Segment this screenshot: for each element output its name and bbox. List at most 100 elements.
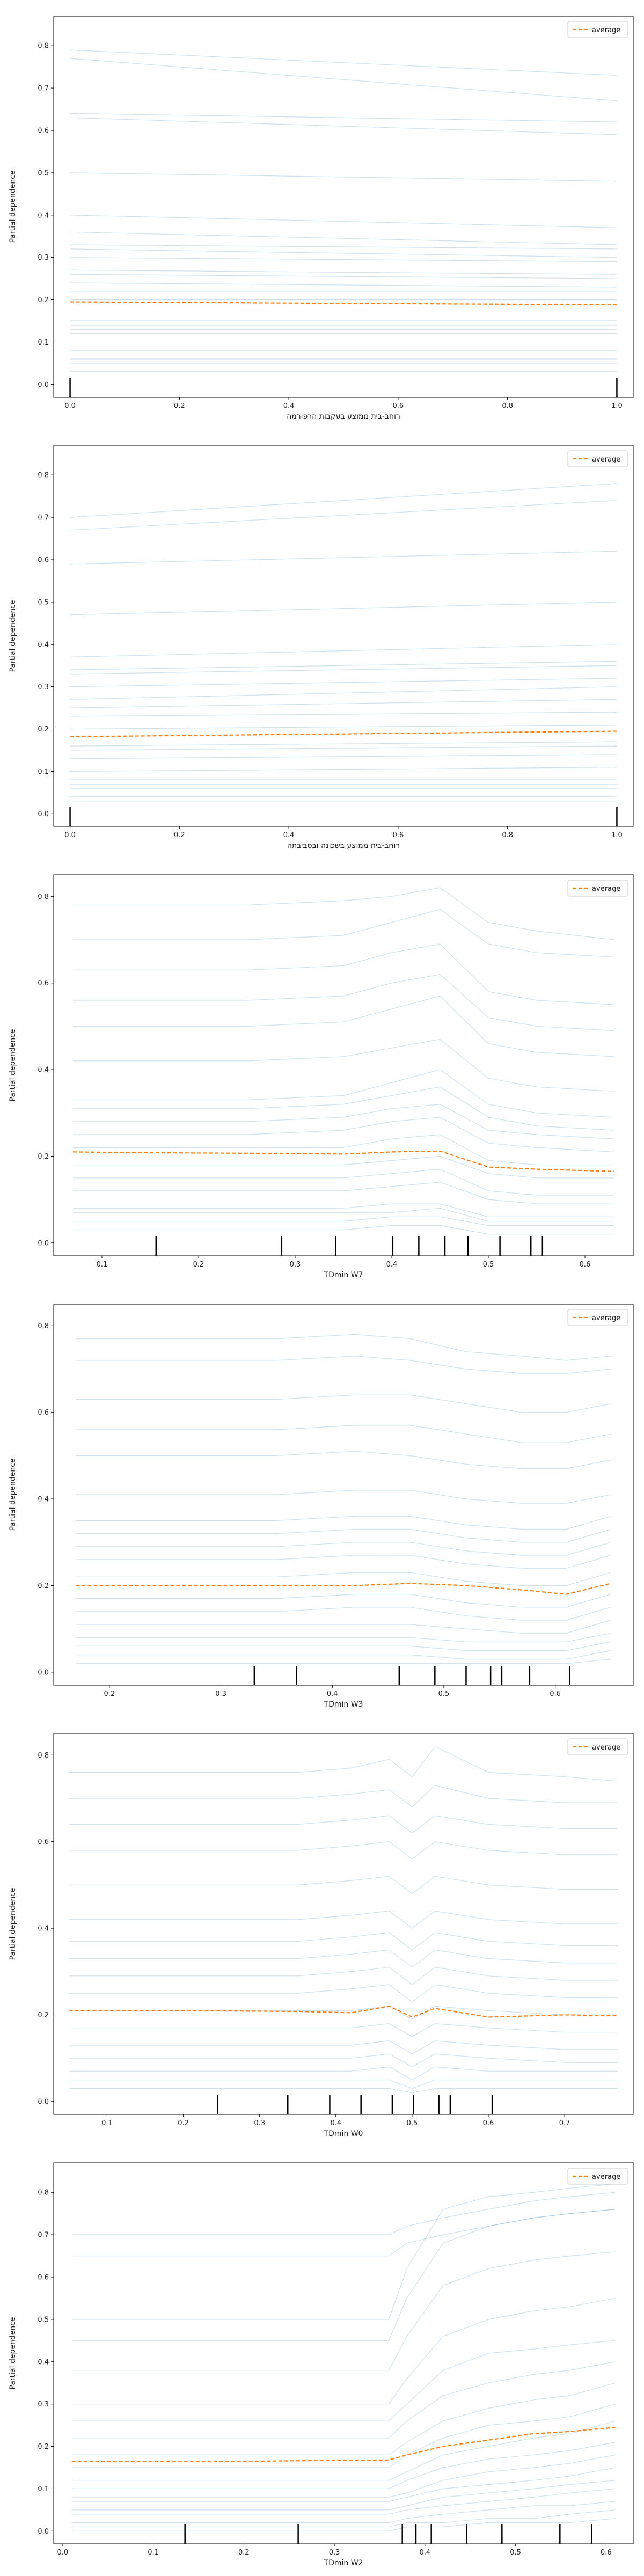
ice-line <box>73 1086 614 1131</box>
ice-line <box>76 1451 611 1469</box>
y-tick-label: 0.2 <box>38 1153 49 1161</box>
ice-line <box>73 1225 614 1235</box>
x-tick-label: 0.0 <box>64 831 76 839</box>
legend-label: average <box>592 2173 620 2181</box>
ice-lines <box>70 483 617 802</box>
decile-rug <box>184 2524 592 2544</box>
y-tick-label: 0.0 <box>38 810 49 818</box>
pdp-panel-5: 0.0 0.2 0.4 0.6 0.8 0.1 0.2 0.3 0.4 0.5 0.6 0.7 TDmi… <box>9 1733 634 2138</box>
y-tick-label: 0.0 <box>38 2098 49 2106</box>
y-tick-label: 0.1 <box>38 2485 49 2493</box>
y-tick-label: 0.8 <box>38 893 49 901</box>
ice-line <box>70 686 617 700</box>
y-tick-label: 0.8 <box>38 42 49 50</box>
ice-line <box>73 1117 614 1152</box>
y-tick-label: 0.6 <box>38 557 49 565</box>
ice-line <box>70 724 617 730</box>
x-axis-label: TDmin W3 <box>324 1700 363 1709</box>
decile-rug <box>155 1236 544 1256</box>
y-axis-label: Partial dependence <box>9 1887 17 1960</box>
y-tick-label: 0.2 <box>38 726 49 734</box>
x-tick-label: 1.0 <box>611 831 623 839</box>
ice-line <box>70 58 617 101</box>
x-tick-label: 0.2 <box>193 1261 204 1269</box>
legend-label: average <box>592 1744 620 1752</box>
y-tick-label: 0.2 <box>38 2011 49 2019</box>
ice-line <box>71 2382 616 2455</box>
ice-line <box>73 1168 614 1196</box>
ice-line <box>70 665 617 675</box>
ice-line <box>71 2501 616 2523</box>
ice-line <box>70 741 617 747</box>
x-tick-label: 0.4 <box>283 402 295 410</box>
ice-line <box>69 1932 618 1951</box>
x-tick-label: 0.2 <box>174 402 185 410</box>
ice-line <box>70 117 617 135</box>
x-tick-label: 0.7 <box>559 2119 570 2127</box>
ice-line <box>76 1425 611 1443</box>
legend-box <box>567 1309 628 1326</box>
y-tick-label: 0.8 <box>38 472 49 480</box>
x-tick-label: 0.3 <box>215 1690 226 1698</box>
y-tick-label: 0.4 <box>38 211 49 219</box>
pdp-panel-1: 0.0 0.1 0.2 0.3 0.4 0.5 0.6 0.7 0.8 0.0 0.2 0.4 0.6 0… <box>9 16 634 421</box>
ice-line <box>70 699 617 708</box>
y-tick-label: 0.6 <box>38 127 49 135</box>
x-axis-label: TDmin W0 <box>324 2129 363 2138</box>
ice-line <box>70 244 617 250</box>
ice-line <box>76 1528 611 1543</box>
y-tick-label: 0.4 <box>38 1066 49 1074</box>
ice-line <box>76 1516 611 1530</box>
ice-line <box>76 1334 611 1361</box>
ice-line <box>71 2251 616 2371</box>
y-tick-label: 0.4 <box>38 1496 49 1504</box>
x-tick-label: 1.0 <box>611 402 623 410</box>
ice-line <box>71 2404 616 2468</box>
legend-box <box>567 880 628 897</box>
ice-line <box>76 1394 611 1413</box>
average-line <box>69 2006 618 2018</box>
x-tick-label: 0.6 <box>483 2119 494 2127</box>
axes-frame <box>53 445 634 827</box>
y-tick-label: 0.5 <box>38 598 49 606</box>
legend-box <box>567 1738 628 1755</box>
x-tick-label: 0.0 <box>64 402 76 410</box>
ice-line <box>76 1594 611 1608</box>
ice-line <box>71 2509 616 2527</box>
ice-line <box>73 974 614 1031</box>
y-tick-label: 0.1 <box>38 768 49 776</box>
ice-line <box>70 282 617 288</box>
ice-line <box>73 1103 614 1139</box>
ice-line <box>76 1641 611 1651</box>
x-tick-label: 0.8 <box>502 831 513 839</box>
ice-line <box>70 248 617 258</box>
ice-line <box>73 1216 614 1226</box>
ice-lines <box>71 2183 616 2531</box>
ice-line <box>76 1356 611 1374</box>
x-tick-label: 0.3 <box>254 2119 265 2127</box>
y-tick-label: 0.0 <box>38 1239 49 1247</box>
ice-line <box>76 1490 611 1504</box>
y-axis-label: Partial dependence <box>9 599 17 672</box>
x-tick-label: 0.5 <box>510 2549 521 2557</box>
ice-line <box>73 943 614 1005</box>
pdp-panel-6: 0.0 0.1 0.2 0.3 0.4 0.5 0.6 0.7 0.8 0.0 0.1 0.2 0.3 0… <box>9 2162 634 2567</box>
ice-line <box>71 2480 616 2511</box>
y-tick-label: 0.2 <box>38 1582 49 1590</box>
x-tick-label: 0.6 <box>580 1261 591 1269</box>
ice-line <box>70 231 617 245</box>
y-tick-label: 0.2 <box>38 296 49 304</box>
ice-line <box>76 1659 611 1664</box>
y-tick-label: 0.4 <box>38 641 49 649</box>
ice-line <box>70 257 617 262</box>
ice-line <box>70 712 617 717</box>
legend-box <box>567 450 628 467</box>
x-tick-label: 0.5 <box>438 1690 450 1698</box>
x-tick-label: 0.2 <box>104 1690 115 1698</box>
ice-line <box>71 2518 616 2531</box>
ice-line <box>73 1208 614 1222</box>
ice-line <box>70 551 617 565</box>
y-axis-label: Partial dependence <box>9 2317 17 2389</box>
ice-line <box>69 2040 618 2054</box>
